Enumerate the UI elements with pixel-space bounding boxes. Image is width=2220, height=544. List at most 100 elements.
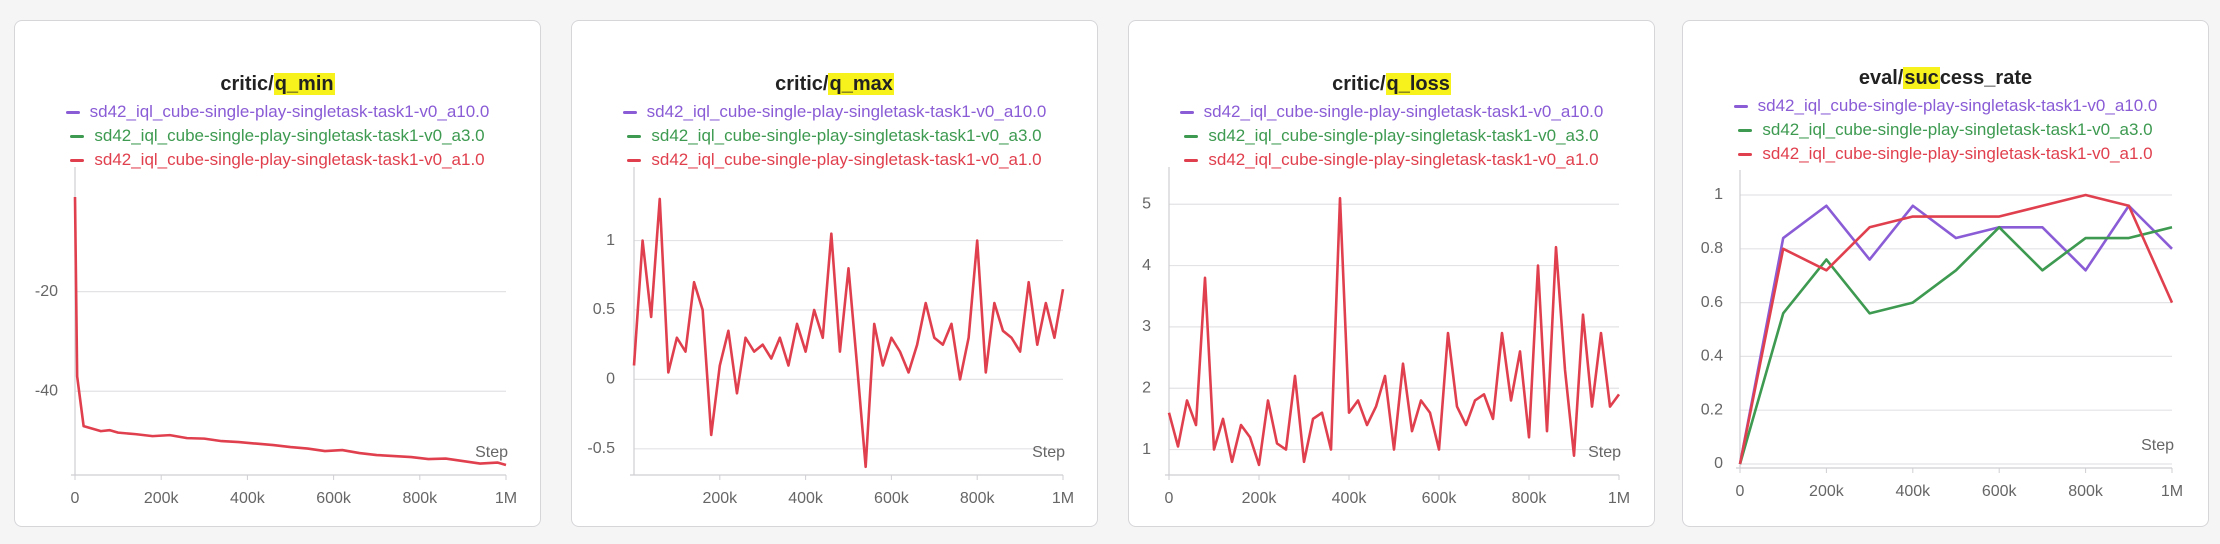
legend-swatch <box>1184 158 1199 162</box>
y-tick-label: 4 <box>1142 257 1151 274</box>
legend-swatch <box>627 134 642 138</box>
title-highlight: q_min <box>273 73 335 95</box>
x-axis-label: Step <box>475 444 508 461</box>
legend-swatch <box>1179 110 1194 114</box>
chart-header: critic/q_max sd42_iql_cube-single-play-si… <box>572 73 1097 172</box>
y-tick-label: 0.8 <box>1701 240 1723 257</box>
legend-label: sd42_iql_cube-single-play-singletask-tas… <box>94 126 485 145</box>
legend-label: sd42_iql_cube-single-play-singletask-tas… <box>1208 150 1599 169</box>
x-tick-label: 600k <box>1422 490 1458 507</box>
legend-swatch <box>1184 134 1199 138</box>
chart-header: eval/success_rate sd42_iql_cube-single-pl… <box>1683 67 2208 166</box>
legend-label: sd42_iql_cube-single-play-singletask-tas… <box>651 150 1042 169</box>
x-tick-label: 200k <box>702 490 738 507</box>
x-tick-label: 800k <box>402 490 438 507</box>
legend-item: sd42_iql_cube-single-play-singletask-tas… <box>70 124 485 148</box>
y-tick-label: 1 <box>1142 441 1151 458</box>
series-line <box>1738 204 2173 465</box>
x-tick-label: 800k <box>1512 490 1548 507</box>
title-text: eval/ <box>1858 67 1904 89</box>
legend-item: sd42_iql_cube-single-play-singletask-tas… <box>1738 118 2153 142</box>
legend-swatch <box>622 110 637 114</box>
legend-item: sd42_iql_cube-single-play-singletask-tas… <box>65 100 490 124</box>
x-axis-label: Step <box>1032 444 1065 461</box>
y-tick-label: 0 <box>606 371 615 388</box>
y-tick-label: 0 <box>1714 455 1723 472</box>
legend-item: sd42_iql_cube-single-play-singletask-tas… <box>1184 124 1599 148</box>
x-tick-label: 200k <box>1242 490 1278 507</box>
legend-item: sd42_iql_cube-single-play-singletask-tas… <box>1184 148 1599 172</box>
chart-plot: -40 -20 0 200k 400k 600k 800k 1M Step <box>35 167 517 507</box>
legend-label: sd42_iql_cube-single-play-singletask-tas… <box>89 102 490 121</box>
series-line <box>632 197 1065 469</box>
chart-plot: 1 2 3 4 5 0 200k 400k 600k 800k 1M Step <box>1142 167 1630 507</box>
x-tick-label: 1M <box>495 490 517 507</box>
x-tick-label: 600k <box>874 490 910 507</box>
title-highlight: q_max <box>828 73 894 95</box>
chart-title: critic/q_loss <box>1332 73 1451 96</box>
legend-label: sd42_iql_cube-single-play-singletask-tas… <box>651 126 1042 145</box>
y-tick-label: 5 <box>1142 195 1151 212</box>
series-line <box>73 196 507 467</box>
x-tick-label: 200k <box>144 490 180 507</box>
x-tick-label: 600k <box>1982 483 2018 500</box>
chart-plot: 0 0.2 0.4 0.6 0.8 1 0 200k 400k 600k 800k 1M Step <box>1701 170 2183 500</box>
legend-swatch <box>1733 104 1748 108</box>
x-tick-label: 200k <box>1809 483 1845 500</box>
legend-swatch <box>627 158 642 162</box>
chart-title: eval/success_rate <box>1859 67 2032 90</box>
x-tick-label: 400k <box>1895 483 1931 500</box>
y-tick-label: 0.4 <box>1701 348 1723 365</box>
x-tick-label: 800k <box>2068 483 2104 500</box>
legend-label: sd42_iql_cube-single-play-singletask-tas… <box>1757 96 2158 115</box>
legend-item: sd42_iql_cube-single-play-singletask-tas… <box>1179 100 1604 124</box>
x-tick-label: 0 <box>71 490 80 507</box>
chart-panel: -0.5 0 0.5 1 200k 400k 600k 800k 1M Step critic/q_… <box>571 20 1098 527</box>
legend-swatch <box>1738 152 1753 156</box>
series-line <box>1738 225 2173 465</box>
series-line <box>1738 193 2174 465</box>
title-highlight: q_loss <box>1385 73 1451 95</box>
x-tick-label: 1M <box>1052 490 1074 507</box>
x-tick-label: 1M <box>1608 490 1630 507</box>
y-tick-label: 0.6 <box>1701 294 1723 311</box>
series-line <box>1167 196 1621 467</box>
chart-header: critic/q_min sd42_iql_cube-single-play-si… <box>15 73 540 172</box>
chart-plot: -0.5 0 0.5 1 200k 400k 600k 800k 1M Step <box>587 167 1074 507</box>
legend-item: sd42_iql_cube-single-play-singletask-tas… <box>70 148 485 172</box>
legend-item: sd42_iql_cube-single-play-singletask-tas… <box>622 100 1047 124</box>
legend-item: sd42_iql_cube-single-play-singletask-tas… <box>1733 94 2158 118</box>
legend-swatch <box>70 158 85 162</box>
legend-item: sd42_iql_cube-single-play-singletask-tas… <box>627 124 1042 148</box>
legend-label: sd42_iql_cube-single-play-singletask-tas… <box>94 150 485 169</box>
x-tick-label: 400k <box>230 490 266 507</box>
y-tick-label: -40 <box>35 383 58 400</box>
y-tick-label: 0.2 <box>1701 401 1723 418</box>
x-tick-label: 0 <box>1165 490 1174 507</box>
legend-label: sd42_iql_cube-single-play-singletask-tas… <box>1203 102 1604 121</box>
x-axis-label: Step <box>2141 437 2174 454</box>
y-tick-label: 0.5 <box>593 301 615 318</box>
x-tick-label: 0 <box>1736 483 1745 500</box>
legend-label: sd42_iql_cube-single-play-singletask-tas… <box>646 102 1047 121</box>
title-text: cess_rate <box>1939 67 2033 89</box>
chart-title: critic/q_min <box>220 73 335 96</box>
y-tick-label: -20 <box>35 283 58 300</box>
legend-swatch <box>70 134 85 138</box>
y-tick-label: 1 <box>606 232 615 249</box>
y-tick-label: 1 <box>1714 186 1723 203</box>
title-text: critic/ <box>220 73 274 95</box>
chart-panel: 1 2 3 4 5 0 200k 400k 600k 800k 1M Step critic/q_los… <box>1128 20 1655 527</box>
legend-swatch <box>1738 128 1753 132</box>
legend-swatch <box>65 110 80 114</box>
title-text: critic/ <box>775 73 829 95</box>
legend-item: sd42_iql_cube-single-play-singletask-tas… <box>627 148 1042 172</box>
x-tick-label: 600k <box>316 490 352 507</box>
y-tick-label: 3 <box>1142 318 1151 335</box>
chart-header: critic/q_loss sd42_iql_cube-single-play-s… <box>1129 73 1654 172</box>
chart-panel: -40 -20 0 200k 400k 600k 800k 1M Step critic/q_mi… <box>14 20 541 527</box>
legend-item: sd42_iql_cube-single-play-singletask-tas… <box>1738 142 2153 166</box>
legend-label: sd42_iql_cube-single-play-singletask-tas… <box>1762 120 2153 139</box>
legend-label: sd42_iql_cube-single-play-singletask-tas… <box>1208 126 1599 145</box>
x-tick-label: 400k <box>1332 490 1368 507</box>
